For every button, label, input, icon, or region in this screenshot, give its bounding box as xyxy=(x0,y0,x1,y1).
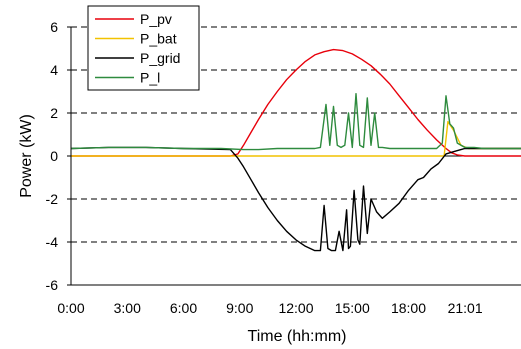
y-axis-title: Power (kW) xyxy=(18,114,35,198)
legend: P_pv P_bat P_grid P_l xyxy=(87,5,200,91)
x-axis-title: Time (hh:mm) xyxy=(248,328,347,345)
x-tick-label-2: 6:00 xyxy=(170,300,197,316)
x-tick-label-5: 15:00 xyxy=(335,300,370,316)
x-tick-label-6: 18:00 xyxy=(391,300,426,316)
legend-label-p-l: P_l xyxy=(140,70,160,86)
legend-items: P_pv P_bat P_grid P_l xyxy=(95,11,180,86)
tick-labels: -6 -4 -2 0 2 4 6 0:00 3:00 6:00 9:00 12:00 15:00 18:0… xyxy=(46,19,483,316)
y-tick-label-1: -4 xyxy=(46,234,59,250)
series-line-p-grid xyxy=(70,146,521,252)
x-tick-label-0: 0:00 xyxy=(57,300,84,316)
series-line-p-pv xyxy=(71,48,521,157)
legend-label-p-pv: P_pv xyxy=(140,11,172,27)
legend-label-p-bat: P_bat xyxy=(140,31,177,47)
y-tick-label-4: 2 xyxy=(50,105,58,121)
y-tick-label-3: 0 xyxy=(50,148,58,164)
legend-box xyxy=(87,5,200,91)
series-line-p-l xyxy=(70,92,521,151)
y-tick-label-0: -6 xyxy=(46,277,59,293)
y-tick-label-5: 4 xyxy=(50,62,58,78)
x-tick-label-3: 9:00 xyxy=(226,300,253,316)
series-layer xyxy=(70,48,521,252)
axes xyxy=(67,26,521,286)
x-tick-label-1: 3:00 xyxy=(114,300,141,316)
x-tick-label-4: 12:00 xyxy=(278,300,313,316)
y-tick-label-6: 6 xyxy=(50,19,58,35)
y-tick-label-2: -2 xyxy=(46,191,59,207)
x-tick-label-7: 21:01 xyxy=(448,300,483,316)
legend-label-p-grid: P_grid xyxy=(140,50,180,66)
